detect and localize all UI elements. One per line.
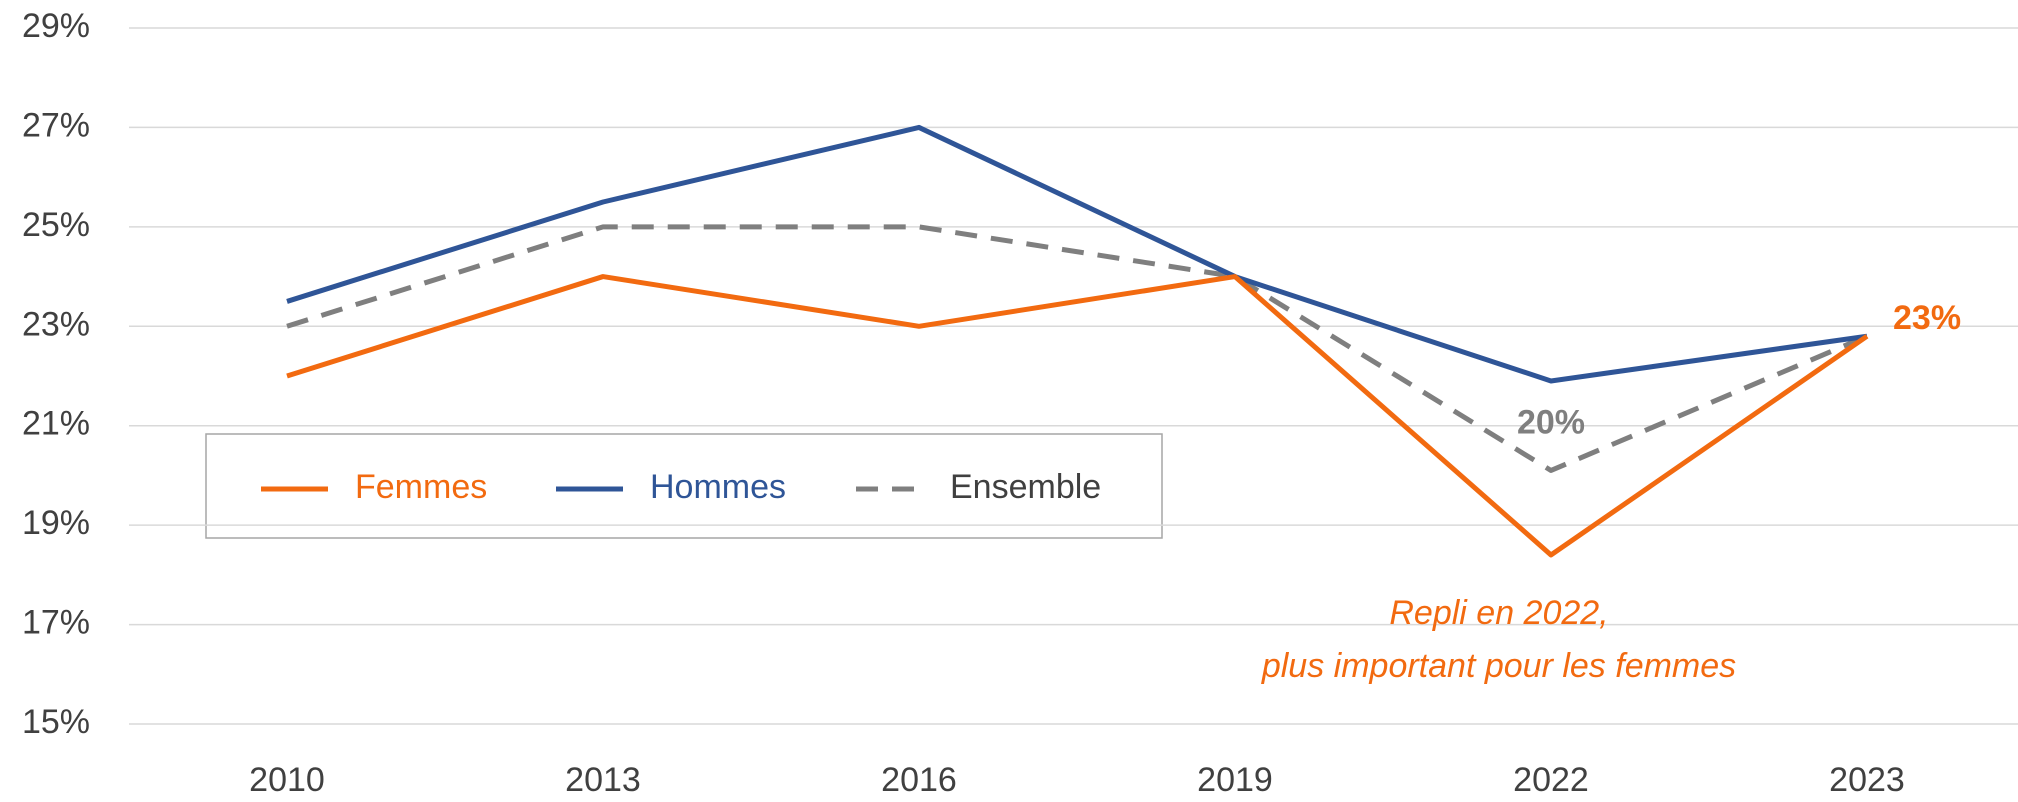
y-tick-label: 19% — [22, 504, 90, 542]
y-tick-label: 15% — [22, 703, 90, 741]
x-tick-label: 2013 — [565, 761, 641, 799]
annotation: plus important pour les femmes — [1261, 647, 1736, 685]
x-tick-label: 2022 — [1513, 761, 1589, 799]
legend-label: Femmes — [355, 468, 487, 506]
y-tick-label: 27% — [22, 106, 90, 144]
x-tick-label: 2023 — [1829, 761, 1905, 799]
series-line — [286, 224, 1868, 473]
y-tick-label: 25% — [22, 206, 90, 244]
legend-box — [205, 433, 1163, 539]
y-tick-label: 23% — [22, 305, 90, 343]
legend-label: Ensemble — [950, 468, 1101, 506]
annotation: Repli en 2022, — [1389, 594, 1608, 632]
x-tick-label: 2019 — [1197, 761, 1273, 799]
x-tick-label: 2016 — [881, 761, 957, 799]
value-label: 23% — [1893, 299, 1961, 337]
y-tick-label: 21% — [22, 405, 90, 443]
y-tick-label: 29% — [22, 7, 90, 45]
y-tick-label: 17% — [22, 604, 90, 642]
series-line — [286, 274, 1869, 558]
series-line — [286, 124, 1868, 384]
x-tick-label: 2010 — [249, 761, 325, 799]
value-label: 20% — [1517, 403, 1585, 441]
legend-label: Hommes — [650, 468, 786, 506]
